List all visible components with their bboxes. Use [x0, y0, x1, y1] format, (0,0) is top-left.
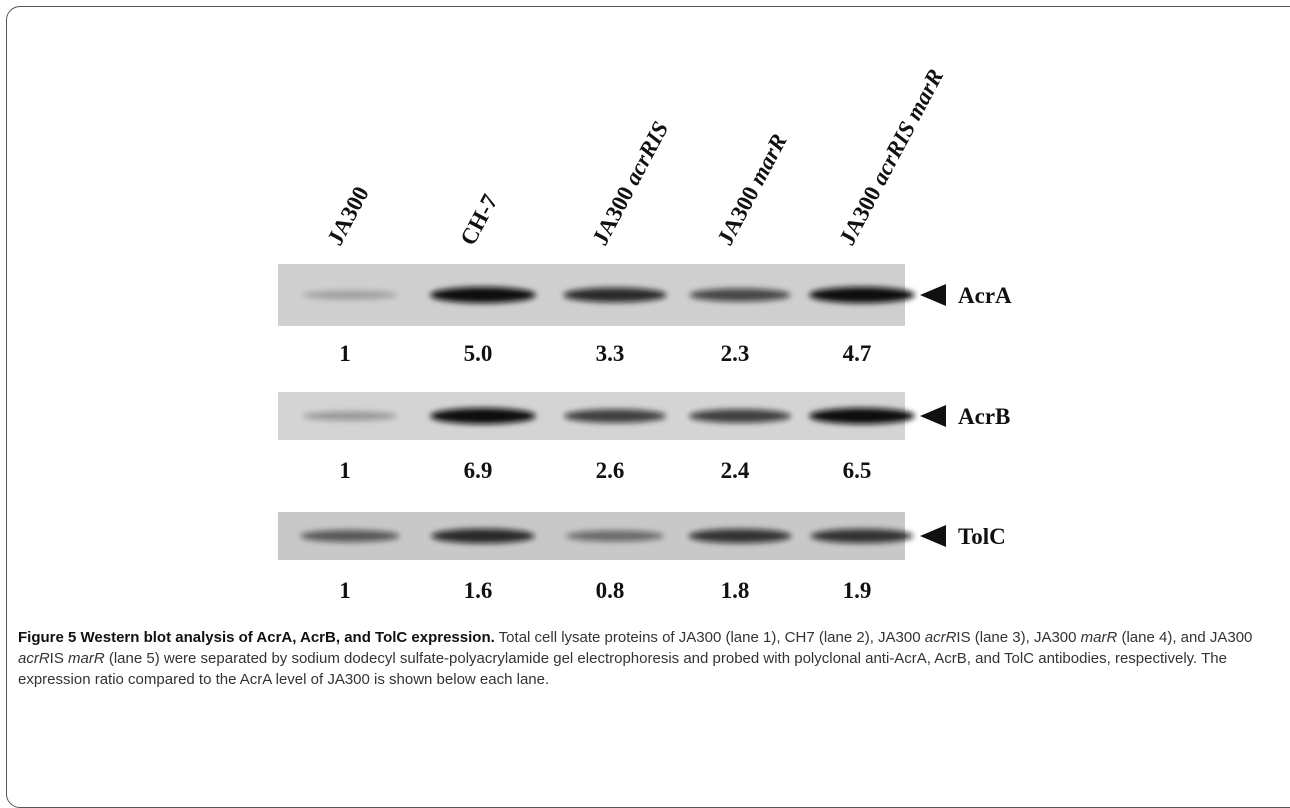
expression-ratio: 1.6 [464, 578, 493, 603]
expression-ratio: 1 [339, 578, 351, 603]
protein-band [300, 530, 400, 542]
expression-ratio: 2.3 [721, 341, 750, 366]
expression-ratio: 6.9 [464, 458, 493, 483]
protein-band [689, 529, 792, 543]
protein-band [566, 531, 664, 542]
protein-band [303, 412, 398, 421]
caption-title: Figure 5 Western blot analysis of AcrA, … [18, 629, 495, 646]
protein-band [564, 409, 666, 423]
expression-ratio: 1.9 [843, 578, 872, 603]
caption-text: marR [1081, 629, 1118, 646]
blot-label: AcrA [958, 283, 1012, 308]
protein-band [689, 409, 791, 423]
lane-label: JA300 marR [712, 130, 791, 250]
expression-ratio: 2.6 [596, 458, 625, 483]
band-arrow [920, 405, 946, 427]
caption-text: acrR [925, 629, 957, 646]
expression-ratio: 5.0 [464, 341, 493, 366]
protein-band [430, 287, 536, 303]
expression-ratio: 1 [339, 341, 351, 366]
protein-band [303, 291, 397, 300]
lane-mutation: marR [744, 130, 791, 189]
blot-label: AcrB [958, 404, 1010, 429]
caption-text: IS [50, 650, 68, 667]
caption-text: (lane 5) were separated by sodium dodecy… [18, 650, 1227, 688]
expression-ratio: 6.5 [843, 458, 872, 483]
expression-ratio: 4.7 [843, 341, 872, 366]
caption-text: IS (lane 3), JA300 [956, 629, 1080, 646]
protein-band [563, 288, 667, 303]
caption-text: acrR [18, 650, 50, 667]
lane-mutation: acrRIS marR [866, 65, 948, 189]
blot-label: TolC [958, 524, 1006, 549]
protein-band [809, 408, 915, 424]
lane-strain: JA300 [834, 182, 885, 249]
expression-ratio: 1 [339, 458, 351, 483]
lane-label: JA300 acrRIS marR [834, 65, 948, 249]
expression-ratio: 1.8 [721, 578, 750, 603]
lane-strain: JA300 [712, 182, 763, 249]
band-arrow [920, 284, 946, 306]
expression-ratio: 0.8 [596, 578, 625, 603]
lane-label: CH-7 [455, 190, 502, 249]
caption-text: marR [68, 650, 105, 667]
lane-mutation: acrRIS [619, 117, 673, 189]
band-arrow [920, 525, 946, 547]
figure-caption: Figure 5 Western blot analysis of AcrA, … [18, 627, 1280, 690]
protein-band [811, 529, 914, 543]
lane-label: JA300 [322, 182, 373, 249]
protein-band [809, 287, 915, 303]
expression-ratio: 2.4 [721, 458, 750, 483]
lane-strain: JA300 [587, 182, 638, 249]
protein-band [430, 408, 536, 424]
lane-label: JA300 acrRIS [587, 117, 673, 249]
lane-strain: JA300 [322, 182, 373, 249]
expression-ratio: 3.3 [596, 341, 625, 366]
protein-band [689, 289, 790, 302]
caption-text: (lane 4), and JA300 [1117, 629, 1252, 646]
protein-band [431, 529, 535, 544]
caption-text: Total cell lysate proteins of JA300 (lan… [495, 629, 925, 646]
lane-strain: CH-7 [455, 190, 502, 249]
